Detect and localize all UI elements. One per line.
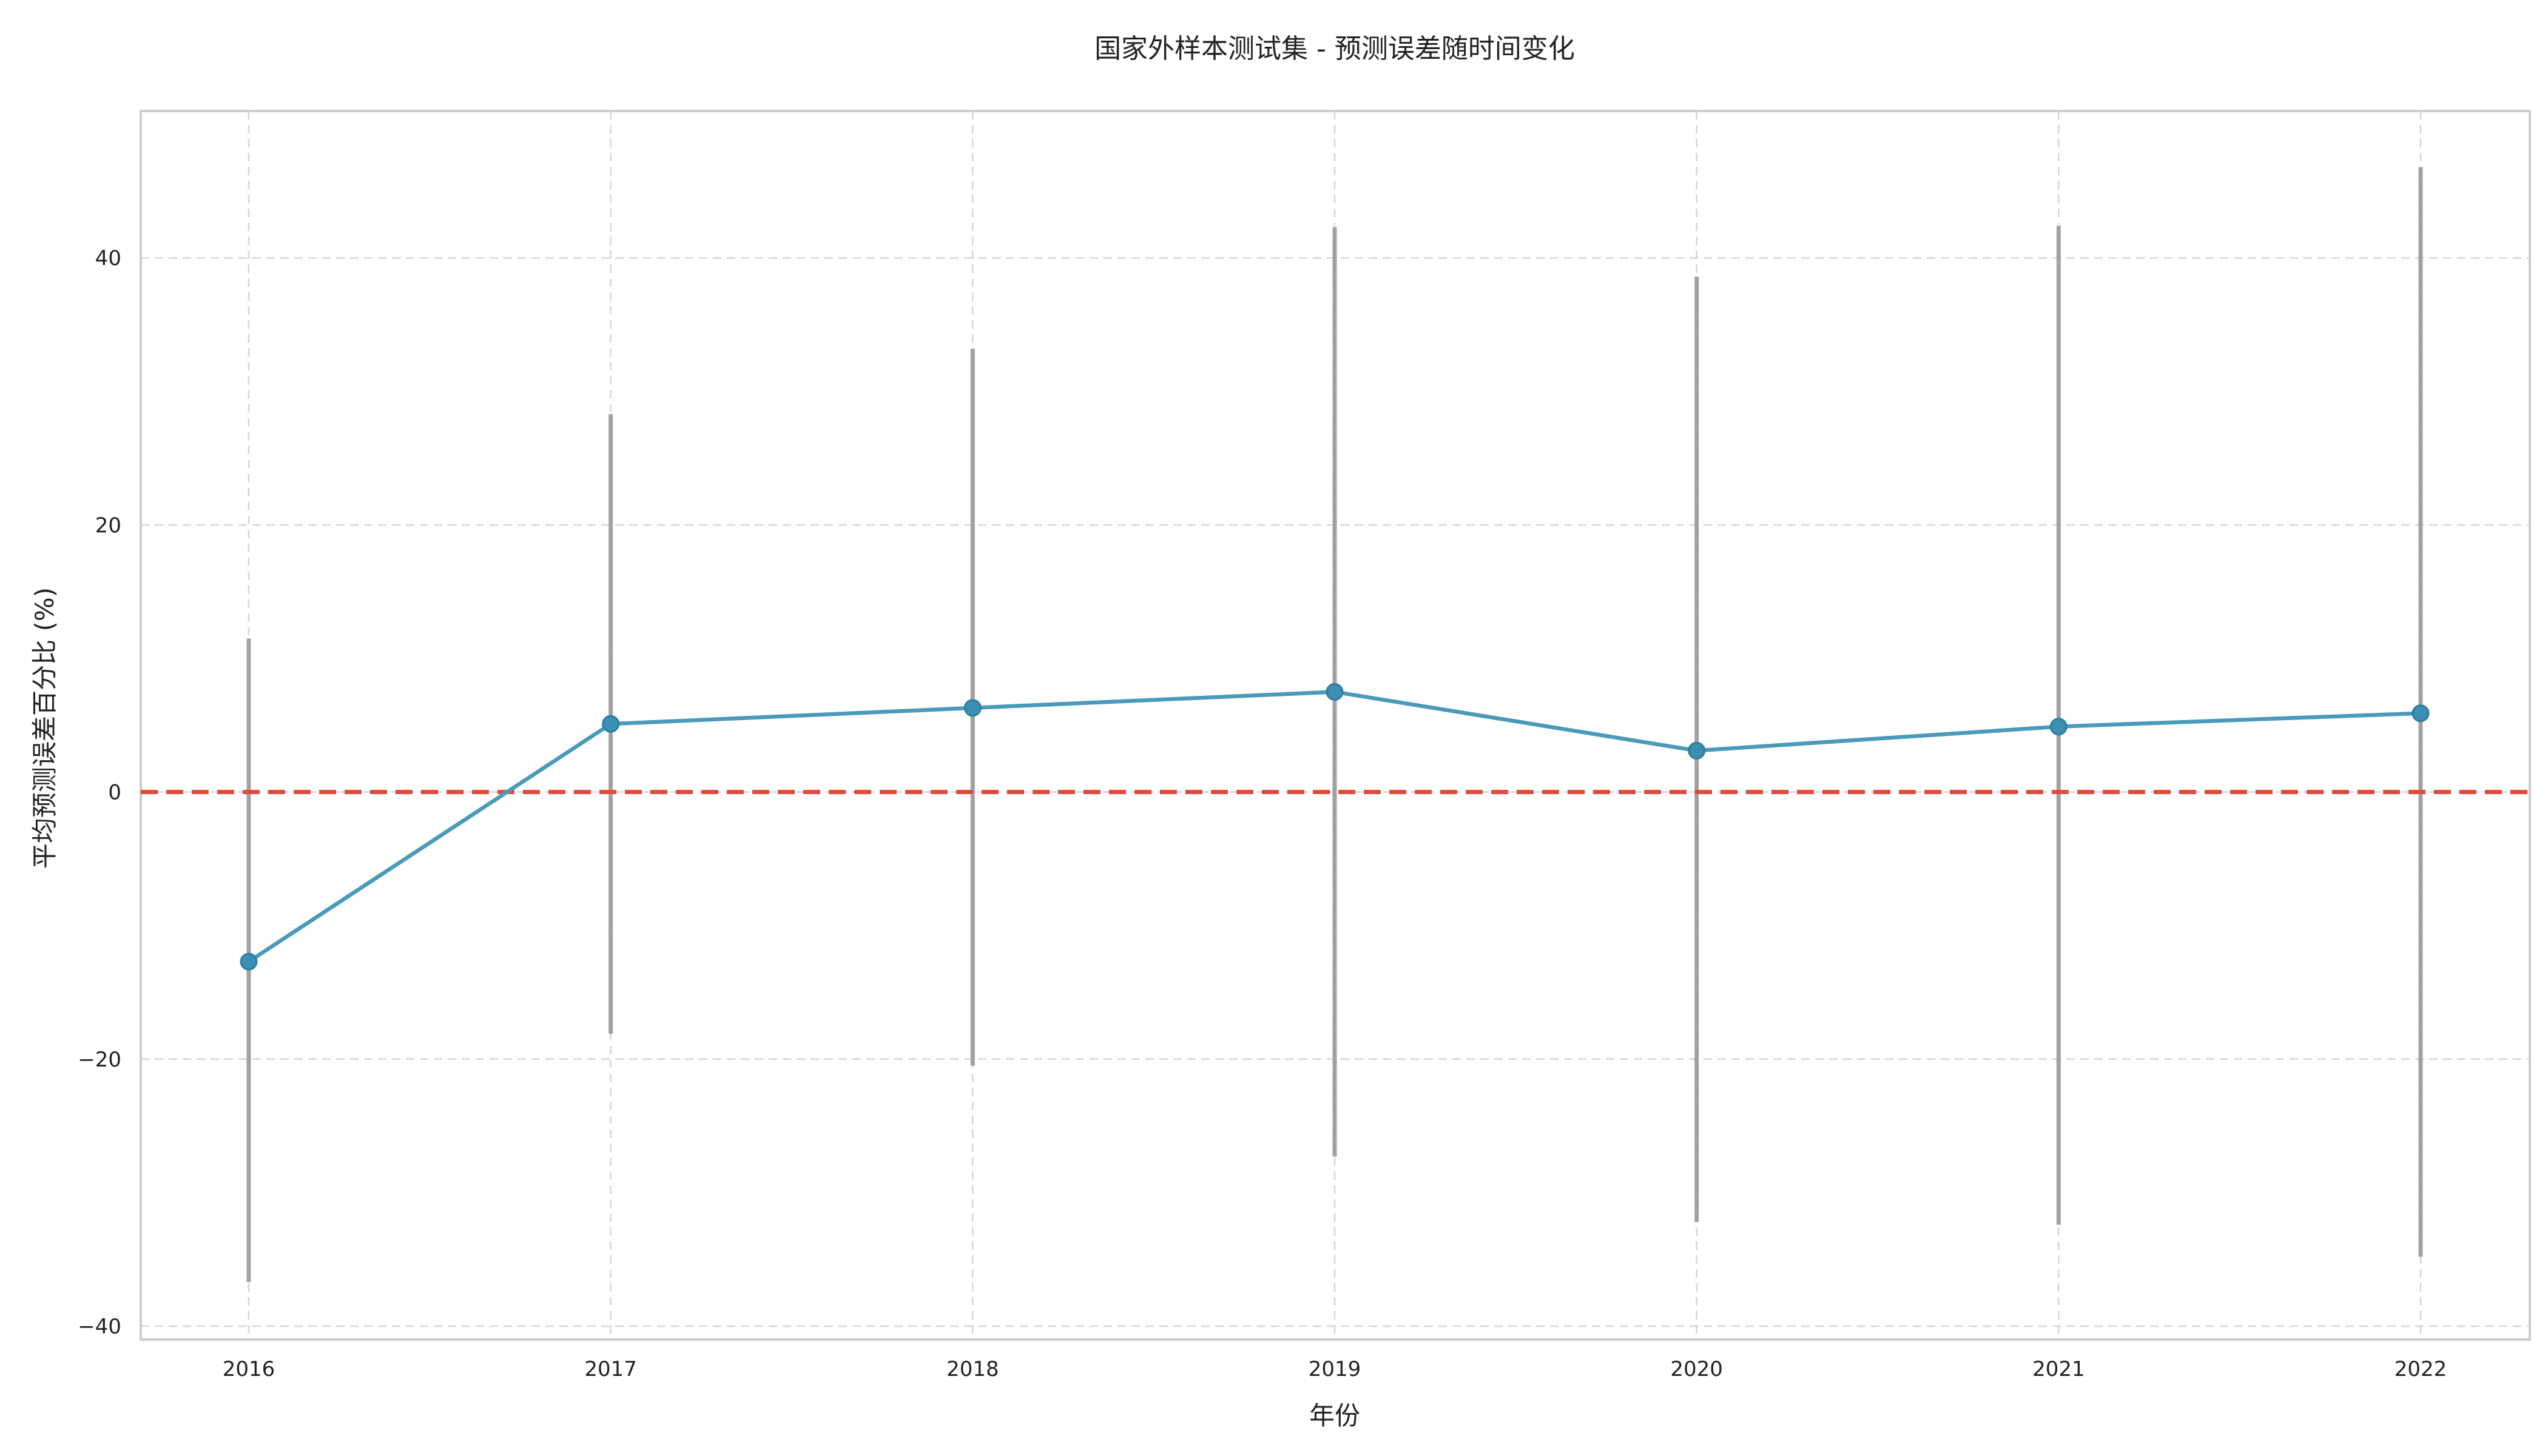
x-tick-label: 2019 bbox=[1309, 1357, 1361, 1381]
y-tick-label: −40 bbox=[78, 1315, 121, 1339]
y-tick-label: 40 bbox=[95, 246, 121, 271]
data-point bbox=[240, 952, 258, 971]
x-axis-label: 年份 bbox=[1309, 1401, 1360, 1431]
y-tick-label: −20 bbox=[78, 1048, 121, 1072]
data-point bbox=[1326, 682, 1344, 701]
x-tick-label: 2017 bbox=[584, 1357, 637, 1381]
x-tick-label: 2021 bbox=[2032, 1357, 2085, 1381]
data-point bbox=[2412, 704, 2430, 723]
data-point bbox=[1688, 741, 1706, 760]
y-tick-label: 20 bbox=[95, 513, 121, 538]
data-point bbox=[2049, 718, 2068, 736]
chart-title: 国家外样本测试集 - 预测误差随时间变化 bbox=[1094, 33, 1575, 64]
y-axis-label: 平均预测误差百分比 (%) bbox=[30, 587, 59, 869]
y-tick-label: 0 bbox=[108, 781, 121, 805]
x-tick-label: 2022 bbox=[2395, 1357, 2447, 1381]
x-tick-label: 2016 bbox=[223, 1357, 275, 1381]
x-tick-label: 2018 bbox=[946, 1357, 999, 1381]
data-point bbox=[963, 699, 982, 717]
data-point bbox=[602, 715, 620, 733]
x-tick-label: 2020 bbox=[1670, 1357, 1723, 1381]
